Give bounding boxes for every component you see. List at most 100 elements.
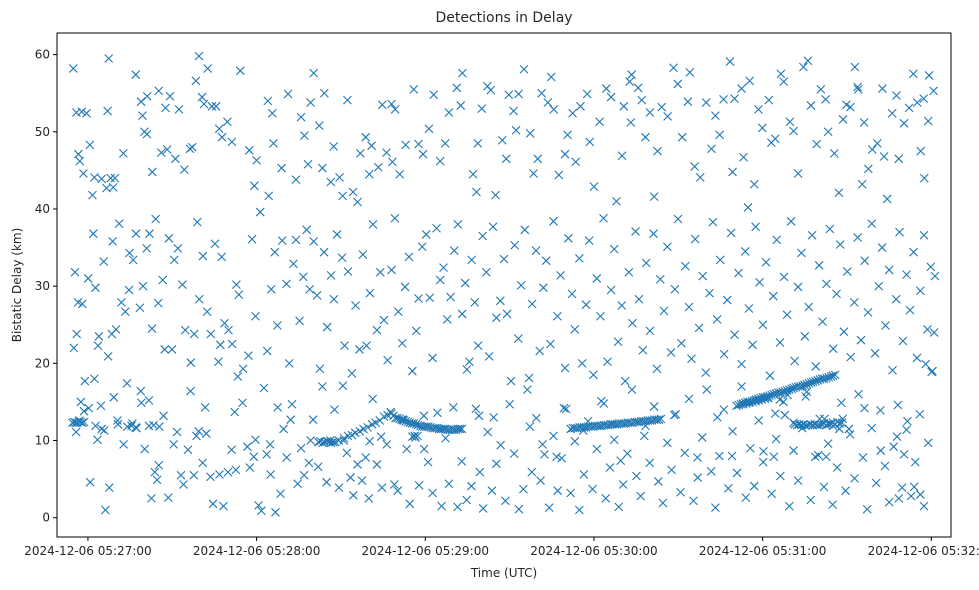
data-point-marker <box>902 270 911 279</box>
data-point-marker <box>302 225 312 235</box>
data-point-marker <box>75 156 85 166</box>
data-point-marker <box>560 363 570 373</box>
data-point-marker <box>711 503 720 513</box>
data-point-marker <box>579 470 589 479</box>
data-point-marker <box>458 68 467 78</box>
data-point-marker <box>533 154 543 164</box>
data-point-marker <box>377 483 387 492</box>
data-point-marker <box>620 376 630 386</box>
data-point-marker <box>234 290 244 300</box>
data-point-marker <box>445 425 454 435</box>
data-point-marker <box>780 410 790 420</box>
data-point-marker <box>283 89 293 99</box>
data-point-marker <box>497 135 507 145</box>
data-point-marker <box>227 445 236 455</box>
data-point-marker <box>549 216 558 226</box>
data-point-marker <box>351 301 360 310</box>
data-point-marker <box>728 167 737 177</box>
data-point-marker <box>519 484 528 494</box>
data-point-marker <box>767 489 777 499</box>
data-point-marker <box>884 265 894 275</box>
data-point-marker <box>409 84 419 94</box>
data-point-marker <box>390 105 400 114</box>
data-point-marker <box>271 507 280 517</box>
data-point-marker <box>151 214 161 224</box>
data-point-marker <box>124 285 134 295</box>
data-point-marker <box>698 271 708 281</box>
data-point-marker <box>732 468 742 478</box>
data-point-marker <box>906 491 916 501</box>
data-point-marker <box>915 490 925 499</box>
data-point-marker <box>775 338 785 347</box>
data-point-marker <box>779 272 789 282</box>
data-point-marker <box>853 82 863 92</box>
data-point-marker <box>748 340 757 350</box>
data-point-marker <box>499 254 509 264</box>
data-point-marker <box>829 149 839 158</box>
data-point-marker <box>376 432 386 442</box>
data-point-marker <box>712 314 722 324</box>
data-point-marker <box>663 111 673 121</box>
data-point-marker <box>457 309 467 319</box>
data-point-marker <box>531 246 541 256</box>
data-point-marker <box>304 458 314 468</box>
data-point-marker <box>793 169 803 178</box>
data-point-marker <box>719 405 729 415</box>
data-point-marker <box>76 397 86 407</box>
data-point-marker <box>538 439 547 449</box>
data-point-marker <box>723 483 733 493</box>
data-point-marker <box>97 174 107 184</box>
data-point-marker <box>923 438 933 448</box>
data-point-marker <box>483 427 493 437</box>
data-point-marker <box>606 285 616 295</box>
data-point-marker <box>136 97 146 107</box>
data-point-marker <box>347 368 357 378</box>
data-point-marker <box>867 145 877 154</box>
data-point-marker <box>511 125 521 135</box>
data-point-marker <box>368 394 378 404</box>
data-point-marker <box>693 473 703 482</box>
data-point-marker <box>251 311 260 321</box>
data-point-marker <box>75 416 84 425</box>
data-point-marker <box>194 426 204 436</box>
data-point-marker <box>160 345 170 354</box>
data-point-marker <box>712 412 722 422</box>
data-point-marker <box>560 149 570 159</box>
data-point-marker <box>775 471 785 481</box>
data-point-marker <box>501 154 511 164</box>
data-point-marker <box>744 304 754 313</box>
data-point-marker <box>449 402 458 412</box>
data-point-marker <box>842 267 852 276</box>
data-point-marker <box>892 432 902 442</box>
data-point-marker <box>592 274 602 283</box>
data-point-marker <box>921 359 931 369</box>
data-point-marker <box>364 494 374 503</box>
data-point-marker <box>701 368 711 377</box>
data-point-marker <box>584 236 594 246</box>
data-point-marker <box>110 173 120 183</box>
data-point-marker <box>715 255 725 265</box>
data-point-marker <box>719 349 729 359</box>
data-point-marker <box>694 323 704 333</box>
data-point-marker <box>495 296 505 306</box>
data-point-marker <box>708 217 718 227</box>
data-point-marker <box>152 475 162 485</box>
data-point-marker <box>601 494 611 503</box>
data-point-marker <box>478 504 488 513</box>
data-point-marker <box>571 157 581 167</box>
data-point-marker <box>259 383 269 393</box>
data-point-marker <box>400 282 410 292</box>
data-point-marker <box>835 424 844 434</box>
data-point-marker <box>662 438 672 448</box>
data-point-marker <box>198 251 208 261</box>
data-point-marker <box>845 429 855 439</box>
data-point-marker <box>757 123 767 133</box>
data-point-marker <box>559 403 569 413</box>
data-point-marker <box>828 421 838 431</box>
data-point-marker <box>300 131 309 141</box>
data-point-marker <box>449 246 459 256</box>
data-point-marker <box>649 402 659 411</box>
data-point-marker <box>217 132 227 142</box>
data-point-marker <box>876 406 885 415</box>
data-point-marker <box>393 486 403 496</box>
